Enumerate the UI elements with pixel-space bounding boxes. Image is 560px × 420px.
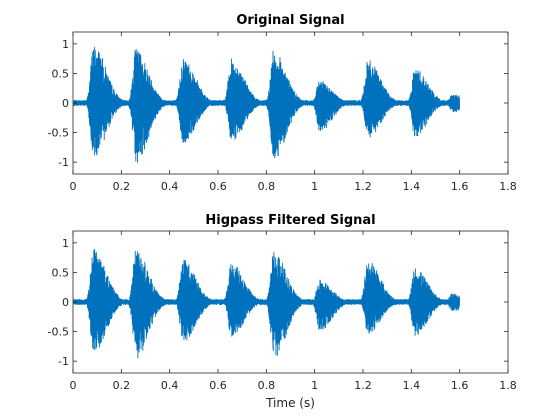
y-tick-label: 1: [62, 237, 69, 250]
x-tick-labels: 0 0.2 0.4 0.6 0.8 1 1.2 1.4 1.6 1.8: [70, 379, 517, 392]
x-tick-label: 0.8: [258, 180, 276, 193]
x-tick-label: 1: [311, 180, 318, 193]
y-tick-label: 0.5: [52, 67, 70, 80]
y-tick-labels: 1 0.5 0 -0.5 -1: [48, 38, 69, 169]
chart-title: Higpass Filtered Signal: [205, 213, 375, 228]
x-tick-label: 1: [311, 379, 318, 392]
y-tick-label: -0.5: [48, 326, 69, 339]
y-tick-label: 0: [62, 97, 69, 110]
x-tick-label: 0.2: [113, 379, 131, 392]
x-tick-labels: 0 0.2 0.4 0.6 0.8 1 1.2 1.4 1.6 1.8: [70, 180, 517, 193]
x-tick-label: 1.4: [403, 180, 421, 193]
x-tick-label: 0.4: [161, 379, 179, 392]
x-tick-label: 0.4: [161, 180, 179, 193]
y-tick-label: 0.5: [52, 266, 70, 279]
x-tick-label: 1.8: [499, 379, 517, 392]
x-tick-label: 1.4: [403, 379, 421, 392]
y-tick-label: -1: [58, 156, 69, 169]
x-tick-label: 1.2: [354, 180, 372, 193]
axes-original-signal: 0 0.2 0.4 0.6 0.8 1 1.2 1.4 1.6 1.8 1 0.5 0 -0.5 -1 O…: [48, 13, 517, 193]
x-tick-label: 1.2: [354, 379, 372, 392]
x-tick-label: 1.8: [499, 180, 517, 193]
tick-marks: [72, 32, 509, 174]
x-tick-label: 0.6: [209, 379, 227, 392]
x-tick-label: 0.6: [209, 180, 227, 193]
y-tick-labels: 1 0.5 0 -0.5 -1: [48, 237, 69, 368]
x-tick-label: 0.2: [113, 180, 131, 193]
tick-marks: [72, 231, 509, 373]
axes-highpass-filtered-signal: 0 0.2 0.4 0.6 0.8 1 1.2 1.4 1.6 1.8 1 0.5 0 -0.5 -1 H…: [48, 213, 517, 410]
x-tick-label: 1.6: [451, 180, 469, 193]
x-tick-label: 0: [70, 180, 77, 193]
y-tick-label: 1: [62, 38, 69, 51]
y-tick-label: -0.5: [48, 127, 69, 140]
chart-title: Original Signal: [236, 13, 344, 28]
y-tick-label: 0: [62, 296, 69, 309]
y-tick-label: -1: [58, 355, 69, 368]
x-tick-label: 0.8: [258, 379, 276, 392]
x-tick-label: 0: [70, 379, 77, 392]
x-tick-label: 1.6: [451, 379, 469, 392]
x-axis-label: Time (s): [265, 396, 315, 410]
